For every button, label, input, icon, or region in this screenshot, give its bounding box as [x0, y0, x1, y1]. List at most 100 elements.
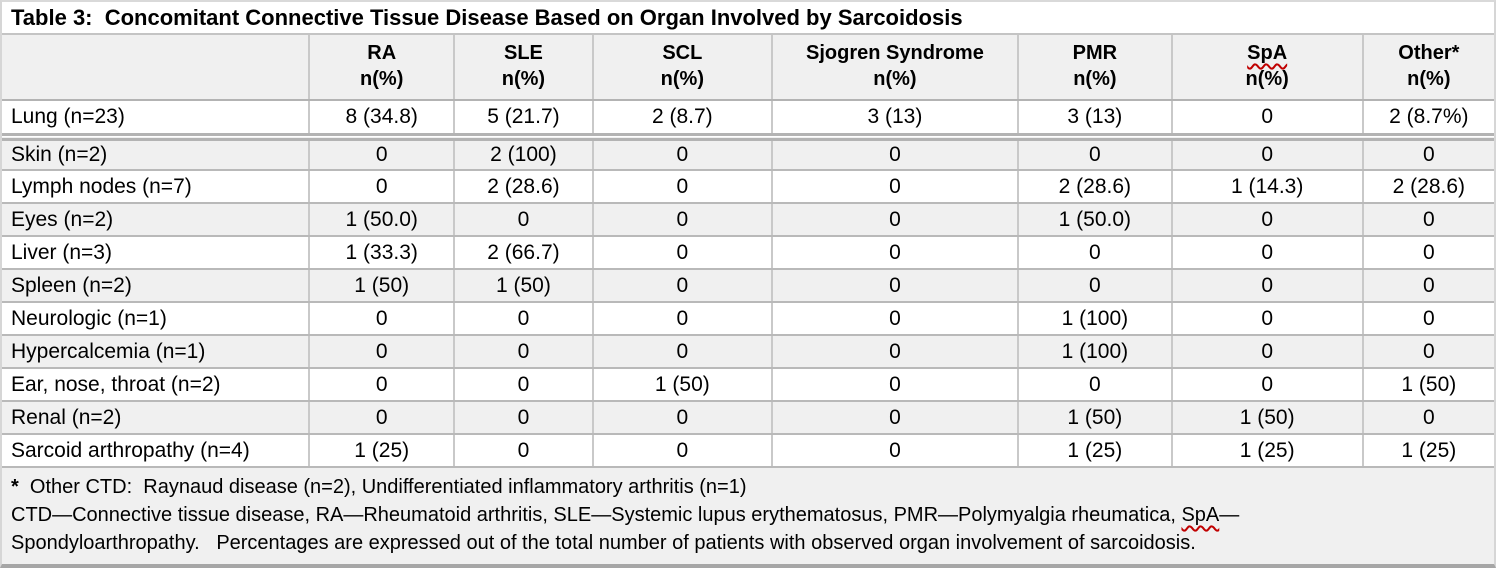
column-sublabel: n(%): [660, 68, 704, 90]
value-cell: 0: [1017, 368, 1172, 402]
value-cell: 0: [770, 269, 1019, 303]
organ-cell: Lymph nodes (n=7): [2, 170, 310, 204]
value-cell: 1 (50.0): [1017, 203, 1172, 237]
value-cell: 0: [1170, 100, 1363, 141]
value-cell: 0: [1170, 269, 1363, 303]
value-cell: 0: [770, 335, 1019, 369]
value-cell: 0: [308, 302, 455, 336]
column-sublabel: n(%): [501, 68, 546, 90]
value-cell: 0: [770, 302, 1019, 336]
value-cell: 0: [1170, 137, 1363, 171]
col-header-sle: SLE n(%): [453, 35, 593, 101]
table-row: Neurologic (n=1) 0 0 0 0 1 (100) 0 0: [2, 302, 1494, 336]
value-cell: 2 (100): [453, 137, 593, 171]
value-cell: 3 (13): [1017, 100, 1172, 141]
value-cell: 0: [1170, 368, 1363, 402]
value-cell: 0: [770, 401, 1019, 435]
col-header-other: Other* n(%): [1361, 35, 1494, 101]
value-cell: 0: [1361, 302, 1494, 336]
organ-cell: Lung (n=23): [2, 100, 310, 141]
value-cell: 0: [591, 170, 772, 204]
value-cell: 5 (21.7): [453, 100, 593, 141]
value-cell: 0: [308, 368, 455, 402]
footnote-line-1: * Other CTD: Raynaud disease (n=2), Undi…: [11, 473, 1484, 501]
value-cell: 1 (50.0): [308, 203, 455, 237]
footnote-line-2: CTD—Connective tissue disease, RA—Rheuma…: [11, 501, 1484, 529]
organ-cell: Ear, nose, throat (n=2): [2, 368, 310, 402]
organ-cell: Hypercalcemia (n=1): [2, 335, 310, 369]
value-cell: 0: [770, 203, 1019, 237]
organ-cell: Eyes (n=2): [2, 203, 310, 237]
value-cell: 0: [453, 401, 593, 435]
column-sublabel: n(%): [1073, 68, 1117, 90]
table-row: Hypercalcemia (n=1) 0 0 0 0 1 (100) 0 0: [2, 335, 1494, 369]
value-cell: 0: [770, 434, 1019, 468]
value-cell: 1 (50): [591, 368, 772, 402]
value-cell: 1 (50): [308, 269, 455, 303]
footnotes: * Other CTD: Raynaud disease (n=2), Undi…: [2, 468, 1494, 564]
value-cell: 2 (8.7): [591, 100, 772, 141]
value-cell: 1 (50): [1017, 401, 1172, 435]
col-header-pmr: PMR n(%): [1017, 35, 1172, 101]
value-cell: 2 (66.7): [453, 236, 593, 270]
footnote-spa-misspelling: SpA: [1181, 504, 1220, 526]
organ-cell: Liver (n=3): [2, 236, 310, 270]
value-cell: 0: [770, 170, 1019, 204]
value-cell: 0: [1170, 302, 1363, 336]
value-cell: 1 (50): [453, 269, 593, 303]
column-sublabel: n(%): [360, 68, 404, 90]
value-cell: 0: [1170, 203, 1363, 237]
value-cell: 2 (28.6): [1361, 170, 1494, 204]
value-cell: 0: [591, 203, 772, 237]
value-cell: 2 (28.6): [1017, 170, 1172, 204]
value-cell: 0: [1017, 137, 1172, 171]
value-cell: 1 (100): [1017, 335, 1172, 369]
value-cell: 1 (25): [1017, 434, 1172, 468]
footnote-text-2-post: —: [1219, 504, 1240, 526]
column-sublabel: n(%): [1407, 68, 1451, 90]
value-cell: 1 (25): [1170, 434, 1363, 468]
value-cell: 0: [591, 236, 772, 270]
value-cell: 1 (14.3): [1170, 170, 1363, 204]
table-row: Skin (n=2) 0 2 (100) 0 0 0 0 0: [2, 137, 1494, 171]
organ-cell: Skin (n=2): [2, 137, 310, 171]
value-cell: 0: [1017, 269, 1172, 303]
table-row: Liver (n=3) 1 (33.3) 2 (66.7) 0 0 0 0 0: [2, 236, 1494, 270]
value-cell: 0: [591, 269, 772, 303]
column-sublabel: n(%): [1245, 68, 1289, 90]
table-row: Eyes (n=2) 1 (50.0) 0 0 0 1 (50.0) 0 0: [2, 203, 1494, 237]
value-cell: 0: [591, 302, 772, 336]
value-cell: 1 (25): [1361, 434, 1494, 468]
column-label: Sjogren Syndrome: [806, 42, 984, 64]
value-cell: 0: [453, 203, 593, 237]
column-label: PMR: [1072, 42, 1118, 64]
value-cell: 2 (28.6): [453, 170, 593, 204]
column-label: SLE: [503, 42, 543, 64]
value-cell: 1 (100): [1017, 302, 1172, 336]
table-row: Ear, nose, throat (n=2) 0 0 1 (50) 0 0 0 1 (50): [2, 368, 1494, 402]
value-cell: 2 (8.7%): [1361, 100, 1494, 141]
table-row: Lung (n=23) 8 (34.8) 5 (21.7) 2 (8.7) 3 (13)…: [2, 100, 1494, 141]
table-row: Spleen (n=2) 1 (50) 1 (50) 0 0 0 0 0: [2, 269, 1494, 303]
value-cell: 0: [308, 170, 455, 204]
value-cell: 0: [1017, 236, 1172, 270]
col-header-sjogren-syndrome: Sjogren Syndrome n(%): [770, 35, 1019, 101]
value-cell: 0: [1361, 203, 1494, 237]
value-cell: 0: [453, 302, 593, 336]
value-cell: 0: [1361, 335, 1494, 369]
table-title: Table 3: Concomitant Connective Tissue D…: [2, 2, 1494, 35]
value-cell: 0: [770, 137, 1019, 171]
table-row: Renal (n=2) 0 0 0 0 1 (50) 1 (50) 0: [2, 401, 1494, 435]
footnote-line-3: Spondyloarthropathy. Percentages are exp…: [11, 532, 1196, 554]
value-cell: 0: [308, 401, 455, 435]
column-label: SCL: [662, 42, 703, 64]
organ-cell: Sarcoid arthropathy (n=4): [2, 434, 310, 468]
value-cell: 0: [453, 434, 593, 468]
organ-cell: Spleen (n=2): [2, 269, 310, 303]
value-cell: 0: [1170, 335, 1363, 369]
col-header-ra: RA n(%): [308, 35, 455, 101]
value-cell: 0: [453, 368, 593, 402]
column-label: SpA: [1247, 42, 1288, 64]
value-cell: 1 (25): [308, 434, 455, 468]
